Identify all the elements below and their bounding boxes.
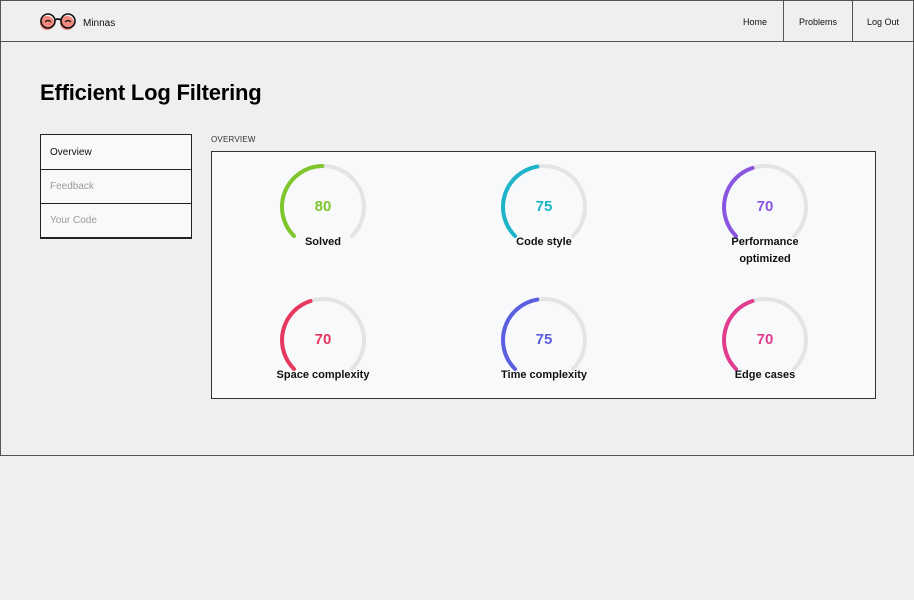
gauge-code-style: 75 Code style <box>489 164 599 251</box>
gauge-value: 75 <box>535 331 553 348</box>
sidebar-item-feedback[interactable]: Feedback <box>41 169 191 203</box>
brand-name: Minnas <box>83 18 116 29</box>
gauge-ring <box>722 164 808 238</box>
nav-menu: Home Problems Log Out <box>727 1 913 42</box>
gauge-label: Edge cases <box>734 369 796 381</box>
gauge-value: 75 <box>535 198 553 215</box>
gauge-value: 80 <box>314 198 332 215</box>
sidebar-item-overview[interactable]: Overview <box>41 135 191 169</box>
gauge-label: Space complexity <box>276 369 370 381</box>
top-navbar: Minnas Home Problems Log Out <box>1 1 913 42</box>
gauge-time-complexity: 75 Time complexity <box>489 297 599 384</box>
gauge-value: 70 <box>314 331 332 348</box>
gauge-ring <box>722 297 808 371</box>
nav-logout-link[interactable]: Log Out <box>852 1 913 42</box>
gauge-ring <box>501 164 587 238</box>
gauge-performance-optimized: 70 Performance optimized <box>710 164 820 268</box>
gauge-ring <box>501 297 587 371</box>
glasses-logo-icon <box>39 11 77 36</box>
gauge-edge-cases: 70 Edge cases <box>710 297 820 384</box>
gauge-label: Performance optimized <box>731 236 799 265</box>
gauge-ring <box>280 164 366 238</box>
nav-home-link[interactable]: Home <box>742 16 767 27</box>
gauge-ring <box>280 297 366 371</box>
nav-problems-link[interactable]: Problems <box>783 1 852 42</box>
page-title: Efficient Log Filtering <box>40 80 262 105</box>
gauge-label: Code style <box>516 236 572 248</box>
section-label: OVERVIEW <box>211 135 256 144</box>
sidebar-item-your-code[interactable]: Your Code <box>41 203 191 237</box>
brand[interactable]: Minnas <box>39 11 115 36</box>
gauge-space-complexity: 70 Space complexity <box>268 297 378 384</box>
app-frame: Minnas Home Problems Log Out Efficient L… <box>0 0 914 456</box>
overview-panel: 80 Solved 75 Code style 70 Performance o… <box>211 151 876 399</box>
gauge-label: Solved <box>304 236 342 248</box>
sidebar-menu: Overview Feedback Your Code <box>40 134 192 239</box>
gauge-solved: 80 Solved <box>268 164 378 251</box>
gauge-label: Time complexity <box>501 369 587 381</box>
gauge-value: 70 <box>756 331 774 348</box>
gauge-value: 70 <box>756 198 774 215</box>
